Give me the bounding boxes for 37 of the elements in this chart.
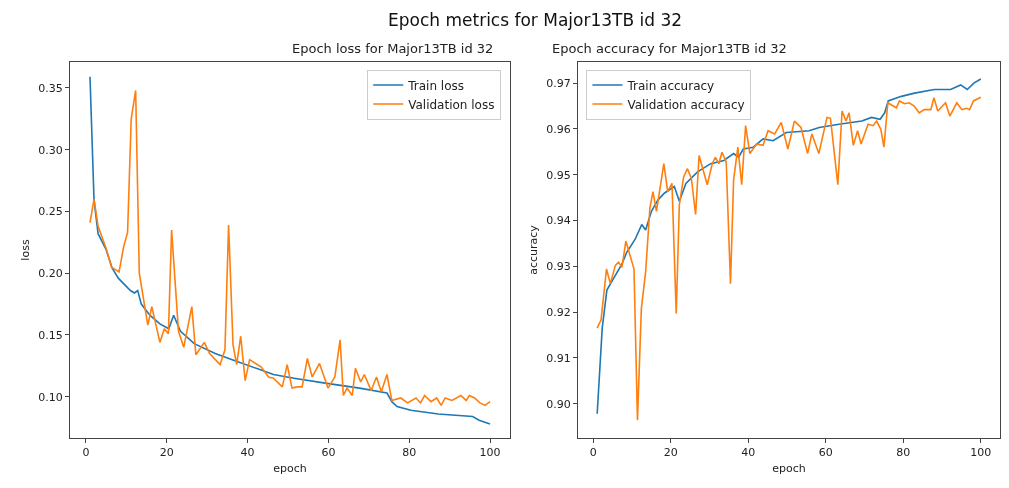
legend-label: Train accuracy xyxy=(626,78,715,93)
x-tick-label: 40 xyxy=(240,446,255,460)
y-tick-label: 0.96 xyxy=(546,122,571,136)
y-tick-label: 0.94 xyxy=(546,214,571,228)
y-tick-label: 0.10 xyxy=(38,390,63,404)
y-tick-label: 0.30 xyxy=(38,143,63,157)
x-tick-label: 80 xyxy=(896,446,911,460)
y-tick-label: 0.93 xyxy=(546,260,571,274)
x-axis-title: epoch xyxy=(772,462,806,476)
y-tick-label: 0.35 xyxy=(38,81,63,95)
y-tick-label: 0.25 xyxy=(38,205,63,219)
x-tick-label: 60 xyxy=(321,446,336,460)
text: Epoch metrics for Major13TB id 32 xyxy=(388,10,683,30)
x-tick-label: 20 xyxy=(663,446,678,460)
y-tick-label: 0.97 xyxy=(546,76,571,90)
x-tick-label: 0 xyxy=(589,446,597,460)
legend-label: Train loss xyxy=(407,78,464,93)
x-axis-title: epoch xyxy=(273,462,307,476)
legend-label: Validation loss xyxy=(408,97,495,112)
y-tick-label: 0.20 xyxy=(38,267,63,281)
y-axis-title: accuracy xyxy=(526,224,540,275)
y-tick-label: 0.90 xyxy=(546,397,571,411)
x-tick-label: 80 xyxy=(402,446,417,460)
x-tick-label: 100 xyxy=(479,446,501,460)
chart-title: Epoch accuracy for Major13TB id 32 xyxy=(552,41,787,56)
y-tick-label: 0.95 xyxy=(546,168,571,182)
y-tick-label: 0.15 xyxy=(38,328,63,342)
x-tick-label: 40 xyxy=(741,446,756,460)
y-tick-label: 0.92 xyxy=(546,305,571,319)
x-tick-label: 0 xyxy=(82,446,90,460)
y-tick-label: 0.91 xyxy=(546,351,571,365)
x-tick-label: 20 xyxy=(159,446,174,460)
x-tick-label: 60 xyxy=(818,446,833,460)
chart-title: Epoch loss for Major13TB id 32 xyxy=(292,41,494,56)
y-axis-title: loss xyxy=(18,239,32,261)
x-tick-label: 100 xyxy=(970,446,992,460)
legend-label: Validation accuracy xyxy=(627,97,745,112)
